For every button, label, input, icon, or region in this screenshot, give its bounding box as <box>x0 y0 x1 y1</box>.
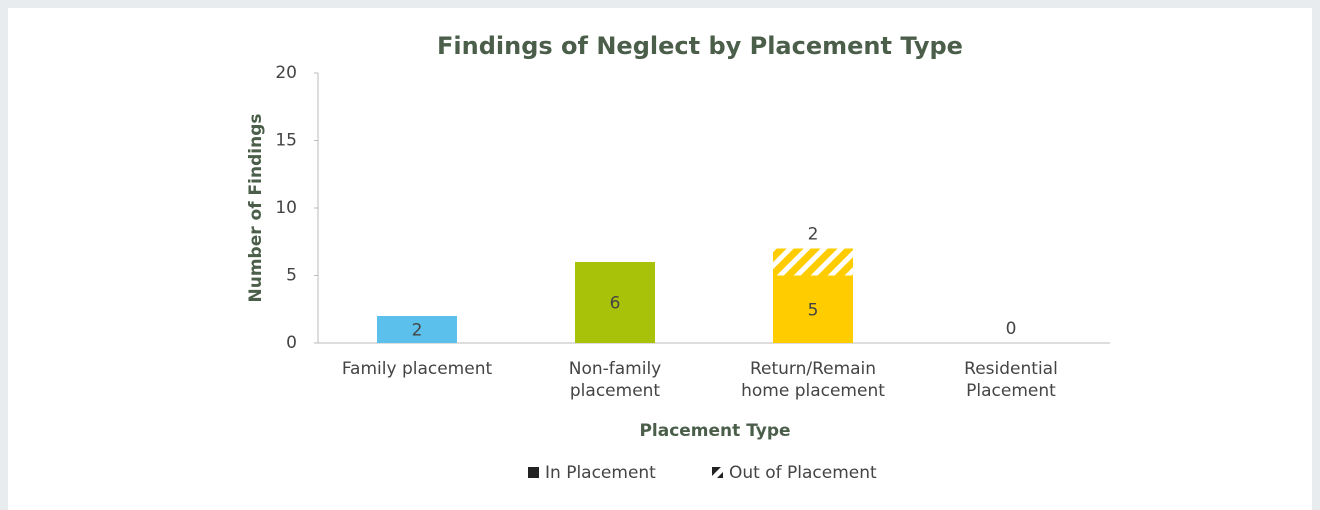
legend-label: In Placement <box>545 463 656 483</box>
x-tick-label: Return/Remain home placement <box>741 359 885 401</box>
y-tick-label: 15 <box>275 131 297 151</box>
data-label: 2 <box>412 321 423 341</box>
y-tick-label: 5 <box>286 266 297 286</box>
x-tick-label: Family placement <box>341 359 493 379</box>
data-label: 6 <box>610 294 621 314</box>
y-tick-label: 0 <box>286 333 297 353</box>
y-tick-label: 10 <box>275 198 297 218</box>
bar-segment <box>377 316 457 343</box>
data-label: 0 <box>1006 319 1017 339</box>
bar-segment <box>773 275 853 343</box>
x-tick-label: Non-family placement <box>568 359 662 401</box>
x-axis-title: Placement Type <box>639 421 790 441</box>
bar-segment <box>575 262 655 343</box>
data-label: 5 <box>808 300 819 320</box>
bar-segment <box>773 248 853 276</box>
y-axis-title: Number of Findings <box>246 114 266 303</box>
legend-swatch <box>712 467 723 478</box>
legend-label: Out of Placement <box>729 463 877 483</box>
legend-swatch <box>528 467 539 478</box>
chart-title: Findings of Neglect by Placement Type <box>437 32 963 60</box>
x-tick-label: Residential Placement <box>964 359 1058 401</box>
y-tick-label: 20 <box>275 63 297 83</box>
data-label: 2 <box>808 225 819 245</box>
chart-panel <box>8 8 1312 510</box>
